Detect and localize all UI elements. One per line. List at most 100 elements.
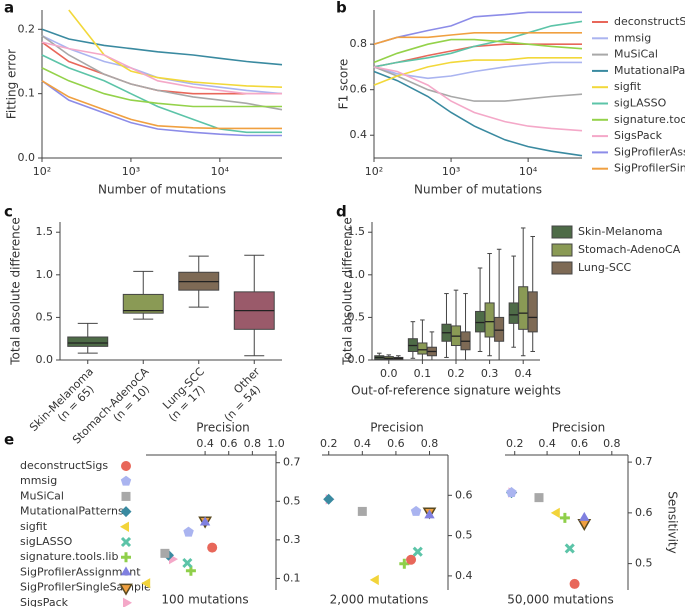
scatter-point — [160, 548, 170, 558]
legend-label: SigProfilerSingleSample — [20, 581, 151, 594]
legend-label: signature.tools.lib — [20, 550, 118, 563]
legend-label: SigsPack — [614, 129, 663, 142]
scatter-point — [199, 516, 211, 526]
series-line — [41, 41, 282, 95]
x-axis-label: Number of mutations — [414, 183, 542, 197]
box — [527, 291, 538, 333]
x-axis-label: Precision — [370, 421, 424, 435]
legend-label: SigProfilerAssignment — [614, 145, 685, 158]
series-line — [373, 20, 583, 68]
y-tick-label: 0.0 — [348, 353, 366, 366]
legend-label: sigLASSO — [20, 535, 73, 548]
series-line — [373, 11, 582, 45]
y-tick-label: 0.6 — [455, 488, 473, 501]
y-tick-label: 0.1 — [18, 87, 36, 100]
legend-marker — [121, 461, 131, 471]
series-line — [373, 66, 583, 132]
y-tick-label: 0.7 — [283, 456, 301, 469]
y-axis-label: Sensitivity — [666, 491, 680, 553]
x-axis-label: Precision — [196, 421, 250, 435]
legend-label: signature.tools.lib — [614, 113, 685, 126]
box — [508, 302, 519, 324]
x-tick-label: 10² — [33, 165, 51, 178]
x-tick-label-group: Lung-SCC(n = 17) — [160, 365, 208, 424]
x-tick-label: 0.6 — [387, 437, 405, 450]
x-tick-label: 10² — [365, 165, 383, 178]
legend-label: sigLASSO — [614, 97, 667, 110]
x-tick-label: 10⁴ — [519, 165, 538, 178]
legend-label: sigfit — [20, 520, 48, 533]
x-tick-label: 0.3 — [481, 367, 499, 380]
x-tick-label: 0.8 — [603, 437, 621, 450]
legend-marker — [120, 566, 132, 576]
box — [475, 310, 486, 333]
y-axis-label: Total absolute difference — [9, 217, 23, 366]
x-tick-label: 0.8 — [421, 437, 439, 450]
x-tick-label: 0.6 — [571, 437, 589, 450]
legend-label: SigProfilerAssignment — [20, 565, 141, 578]
scatter-point — [357, 506, 367, 516]
box — [518, 286, 529, 330]
subplot-title: 100 mutations — [161, 593, 248, 607]
scatter-point — [559, 512, 570, 523]
x-tick-label: 10³ — [442, 165, 460, 178]
subplot-title: 50,000 mutations — [507, 593, 613, 607]
panel-letter: a — [4, 0, 14, 17]
series-line — [373, 66, 583, 102]
legend-marker — [121, 552, 131, 563]
y-tick-label: 0.6 — [350, 83, 368, 96]
panel-letter: c — [4, 203, 13, 221]
x-tick-label: 0.2 — [320, 437, 338, 450]
subplot-title: 2,000 mutations — [330, 593, 429, 607]
series-line — [373, 38, 583, 64]
legend-marker — [119, 583, 133, 596]
x-axis-label: Out-of-reference signature weights — [351, 384, 561, 398]
legend-marker — [123, 597, 132, 607]
y-tick-label: 0.0 — [36, 353, 54, 366]
scatter-point — [424, 509, 435, 519]
y-tick-label: 0.3 — [283, 533, 301, 546]
series-line — [41, 80, 282, 130]
x-tick-label: 0.0 — [380, 367, 398, 380]
y-axis-label: Fitting error — [5, 49, 19, 119]
legend-marker — [120, 536, 132, 548]
scatter-point — [323, 493, 335, 505]
x-tick-label: 0.2 — [447, 367, 465, 380]
scatter-point — [534, 493, 544, 503]
series-line — [41, 35, 283, 111]
legend-marker — [120, 506, 132, 518]
scatter-point — [369, 574, 379, 586]
scatter-point — [410, 505, 422, 516]
x-tick-label: 10³ — [122, 165, 140, 178]
x-tick-label: 0.4 — [514, 367, 532, 380]
y-tick-label: 1.5 — [348, 225, 366, 238]
panel-letter: e — [4, 431, 14, 449]
x-tick-label: 0.4 — [196, 437, 214, 450]
y-tick-label: 1.5 — [36, 225, 54, 238]
x-axis-label: Number of mutations — [98, 183, 226, 197]
scatter-point — [406, 554, 417, 565]
scatter-point — [399, 558, 410, 569]
y-tick-label: 0.7 — [635, 455, 653, 468]
scatter-point — [183, 526, 194, 537]
scatter-point — [564, 543, 575, 554]
legend-label: Stomach-AdenoCA — [578, 243, 681, 256]
x-tick-label: 10⁴ — [211, 165, 230, 178]
y-tick-label: 0.5 — [283, 494, 301, 507]
legend-marker — [120, 475, 132, 486]
scatter-point — [182, 557, 193, 569]
x-axis-label: Precision — [552, 421, 606, 435]
y-tick-label: 1.0 — [36, 268, 54, 281]
scatter-point — [141, 578, 151, 589]
legend-marker — [120, 521, 129, 532]
x-tick-label: 0.4 — [538, 437, 556, 450]
series-line — [68, 9, 283, 88]
x-tick-label: 0.4 — [354, 437, 372, 450]
y-tick-label: 0.5 — [36, 310, 54, 323]
x-tick-label: 0.8 — [244, 437, 262, 450]
legend-label: mmsig — [20, 474, 57, 487]
legend-label: MutationalPatterns — [614, 64, 685, 77]
panel-letter: d — [336, 203, 347, 221]
legend-swatch — [551, 225, 573, 239]
